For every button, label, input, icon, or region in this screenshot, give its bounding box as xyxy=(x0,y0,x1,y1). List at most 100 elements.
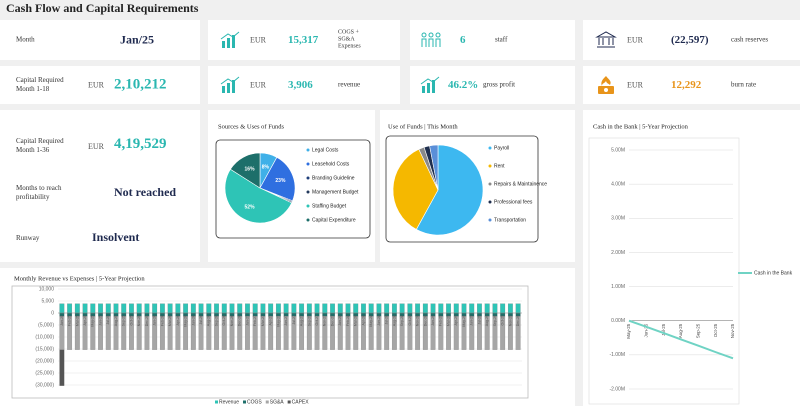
kpi-value: 12,292 xyxy=(671,79,702,91)
bar xyxy=(90,316,96,350)
bar xyxy=(422,303,428,314)
bar xyxy=(59,349,65,386)
kpi-unit: EUR xyxy=(627,35,643,45)
kpi-label: Capital Required Month 1-18 xyxy=(16,76,64,93)
chart-card: Sources & Uses of Funds 8% 23% 52% 16% Legal … xyxy=(208,110,375,262)
chart: Monthly Revenue vs Expenses | 5-Year Pro… xyxy=(11,275,529,405)
chart-title: Use of Funds | This Month xyxy=(388,123,458,130)
bar xyxy=(430,303,436,314)
legend-label: Leasehold Costs xyxy=(312,161,350,167)
legend-marker xyxy=(306,176,310,180)
legend-label: Branding Guideline xyxy=(312,175,355,181)
bar xyxy=(237,303,243,314)
kpi-label: Capital Required Month 1-36 xyxy=(16,137,64,154)
y-tick-label: 2.00M xyxy=(611,250,625,256)
icon xyxy=(595,31,617,48)
slice-label: 52% xyxy=(245,204,256,210)
x-tick-label: Nov-26 xyxy=(230,315,234,326)
bar xyxy=(322,316,328,350)
x-tick-label: Oct-26 xyxy=(222,315,226,326)
chart-title: Sources & Uses of Funds xyxy=(218,123,285,130)
bar xyxy=(484,316,490,350)
kpi-label: COGS + SG&A Expenses xyxy=(338,29,361,50)
bar xyxy=(159,316,165,350)
x-tick-label: Jun-25 xyxy=(644,323,649,337)
y-tick-label: 0 xyxy=(51,310,54,316)
bar xyxy=(252,303,258,314)
bar xyxy=(105,316,111,350)
pie-slice xyxy=(224,168,293,224)
bar xyxy=(415,316,421,350)
bar xyxy=(469,303,475,314)
legend-label: Capital Expenditure xyxy=(312,217,356,223)
legend-label: Professional fees xyxy=(494,199,533,205)
bar xyxy=(237,316,243,350)
bar xyxy=(183,316,189,350)
bar xyxy=(136,316,142,350)
bar xyxy=(407,303,413,314)
legend-marker xyxy=(215,400,218,404)
bar xyxy=(376,316,382,350)
bar xyxy=(221,303,227,314)
bar xyxy=(245,316,250,350)
kpi-value: Not reached xyxy=(114,185,177,199)
x-tick-label: Apr-29 xyxy=(454,315,458,326)
x-tick-label: Sep-26 xyxy=(214,315,218,326)
kpi-card: Month Jan/25 xyxy=(0,20,200,60)
bar xyxy=(399,303,405,314)
y-tick-label: (10,000) xyxy=(35,334,54,340)
icon xyxy=(220,31,240,48)
bar xyxy=(306,303,312,314)
bar xyxy=(345,316,351,350)
bar xyxy=(376,303,382,314)
x-tick-label: Jun-29 xyxy=(470,315,474,326)
bar xyxy=(446,303,451,314)
bar xyxy=(391,316,397,350)
bar xyxy=(229,316,235,350)
x-tick-label: Feb-29 xyxy=(439,315,443,326)
bar xyxy=(407,316,413,350)
chart-card: Use of Funds | This Month Payroll Rent Repa… xyxy=(380,110,575,262)
bar xyxy=(268,303,274,314)
bar xyxy=(283,316,289,350)
bar xyxy=(368,303,374,314)
x-tick-label: Oct-25 xyxy=(713,323,718,337)
x-tick-label: May-25 xyxy=(91,315,95,327)
chart: Cash in the Bank | 5-Year Projection -2.0… xyxy=(588,123,793,405)
bar xyxy=(422,316,428,350)
bar xyxy=(391,303,397,314)
pie-slice xyxy=(415,144,484,236)
kpi-unit: EUR xyxy=(88,142,104,151)
bar xyxy=(453,303,459,314)
x-tick-label: Nov-27 xyxy=(323,315,327,326)
y-tick-label: 3.00M xyxy=(611,216,625,222)
legend-marker xyxy=(488,182,492,186)
y-tick-label: 1.00M xyxy=(611,284,625,290)
x-tick-label: Apr-27 xyxy=(269,315,273,326)
bar xyxy=(330,303,335,314)
bar xyxy=(345,303,351,314)
bar xyxy=(399,316,405,350)
x-tick-label: Oct-25 xyxy=(129,315,133,326)
x-tick-label: Sep-29 xyxy=(493,315,497,326)
pie-slice xyxy=(230,152,261,189)
bar xyxy=(353,316,359,350)
kpi-card: 46.2% gross profit xyxy=(410,66,575,104)
bar xyxy=(129,303,134,314)
bar xyxy=(152,316,158,350)
legend-marker xyxy=(306,218,310,222)
chart: Sources & Uses of Funds 8% 23% 52% 16% Legal … xyxy=(215,123,371,239)
chart-title: Monthly Revenue vs Expenses | 5-Year Pro… xyxy=(14,275,145,282)
bar xyxy=(175,303,181,314)
bar xyxy=(98,316,103,350)
x-tick-label: May-28 xyxy=(369,315,373,327)
kpi-label: gross profit xyxy=(483,80,516,89)
bar xyxy=(500,303,506,314)
bar xyxy=(67,303,73,314)
bar xyxy=(275,316,281,350)
x-tick-label: Aug-25 xyxy=(678,323,683,338)
kpi-label: staff xyxy=(495,35,508,44)
bar xyxy=(299,316,305,350)
x-tick-label: Jul-25 xyxy=(661,323,666,336)
bar xyxy=(198,303,204,314)
